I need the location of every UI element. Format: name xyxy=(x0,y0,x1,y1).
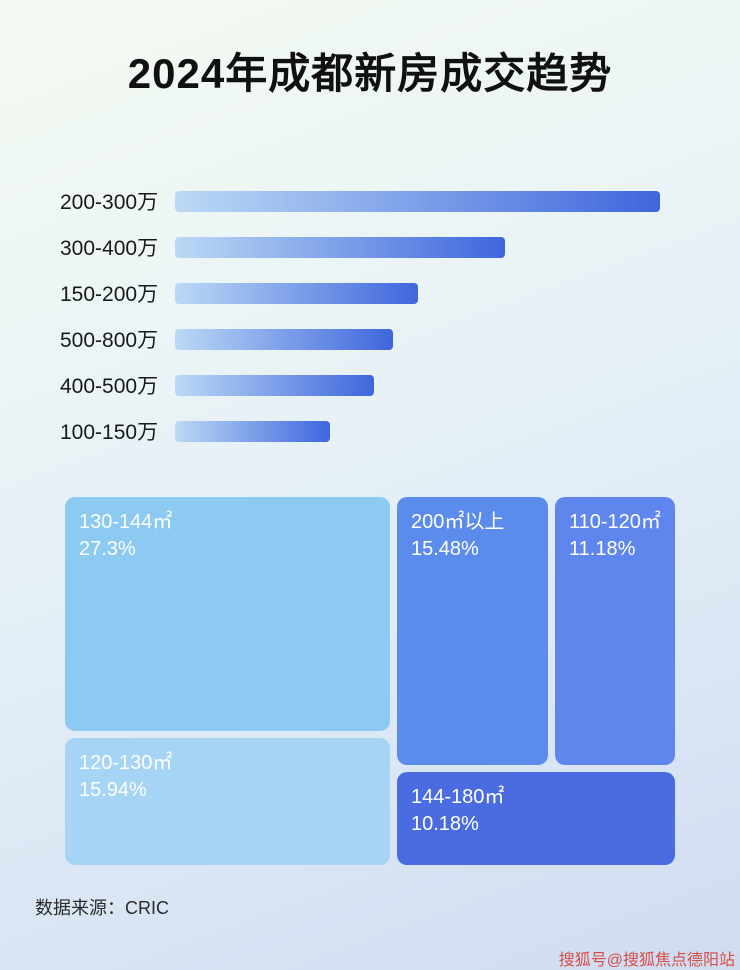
treemap-value: 10.18% xyxy=(411,813,479,835)
bar-category-label: 300-400万 xyxy=(60,237,159,260)
bar-category-label: 200-300万 xyxy=(60,191,159,214)
treemap-label: 144-180㎡ xyxy=(411,786,505,808)
page-title: 2024年成都新房成交趋势 xyxy=(127,50,613,97)
price-band-bar-chart: 200-300万 300-400万 150-200万 500-800万 400- xyxy=(60,178,680,454)
treemap-block-144-180: 144-180㎡ 10.18% xyxy=(397,772,675,865)
bar-category-label: 500-800万 xyxy=(60,329,159,352)
bar-fill xyxy=(175,282,418,304)
bar-row: 400-500万 xyxy=(60,362,680,408)
treemap-block-200-plus: 200㎡以上 15.48% xyxy=(397,497,548,765)
treemap-block-110-120: 110-120㎡ 11.18% xyxy=(555,497,675,765)
bar-category-label: 400-500万 xyxy=(60,375,159,398)
bar-row: 100-150万 xyxy=(60,408,680,454)
treemap-label: 200㎡以上 xyxy=(411,511,505,533)
treemap-value: 15.48% xyxy=(411,538,479,560)
bar-fill xyxy=(175,420,331,442)
bar-track xyxy=(175,190,660,212)
bar-fill xyxy=(175,328,394,350)
bar-track xyxy=(175,420,660,442)
bar-track xyxy=(175,328,660,350)
treemap-value: 27.3% xyxy=(79,538,136,560)
treemap-label: 130-144㎡ xyxy=(79,511,173,533)
watermark-text: 搜狐号@搜狐焦点德阳站 xyxy=(558,952,735,969)
treemap-block-130-144: 130-144㎡ 27.3% xyxy=(65,497,390,731)
treemap-block-120-130: 120-130㎡ 15.94% xyxy=(65,738,390,865)
bar-category-label: 150-200万 xyxy=(60,283,159,306)
bar-track xyxy=(175,374,660,396)
treemap-value: 11.18% xyxy=(569,538,636,560)
bar-row: 300-400万 xyxy=(60,224,680,270)
bar-fill xyxy=(175,190,660,212)
bar-category-label: 100-150万 xyxy=(60,421,159,444)
data-source-caption: 数据来源：CRIC xyxy=(35,898,169,918)
treemap-value: 15.94% xyxy=(79,779,147,801)
bar-fill xyxy=(175,374,374,396)
bar-row: 500-800万 xyxy=(60,316,680,362)
bar-track xyxy=(175,282,660,304)
bar-row: 150-200万 xyxy=(60,270,680,316)
treemap-label: 120-130㎡ xyxy=(79,752,173,774)
treemap-label: 110-120㎡ xyxy=(569,511,661,533)
bar-track xyxy=(175,236,660,258)
bar-fill xyxy=(175,236,505,258)
area-size-treemap: 130-144㎡ 27.3% 120-130㎡ 15.94% 200㎡以上 15… xyxy=(65,497,675,865)
bar-row: 200-300万 xyxy=(60,178,680,224)
